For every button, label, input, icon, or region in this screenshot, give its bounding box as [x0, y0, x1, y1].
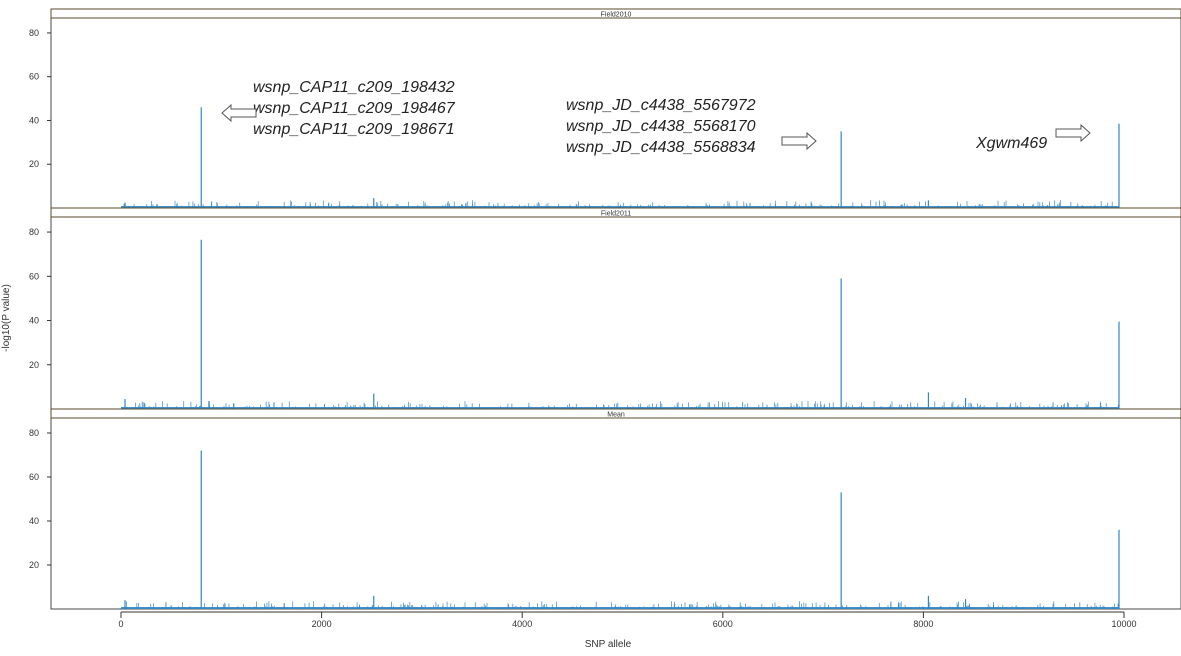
annotation-label: wsnp_CAP11_c209_198467: [253, 100, 456, 117]
x-axis-title: SNP allele: [585, 639, 632, 650]
annotation-label: wsnp_JD_c4438_5567972: [566, 97, 756, 114]
y-tick-label: 20: [29, 159, 39, 169]
y-tick-label: 40: [29, 316, 39, 326]
x-axis: 0 2000 4000 6000 8000 10000: [118, 612, 1136, 629]
panel-strip-label: Field2010: [601, 12, 632, 19]
x-tick-label: 2000: [312, 619, 332, 629]
annotation-label: wsnp_JD_c4438_5568834: [566, 139, 756, 156]
panel-field2011: Field2011 20 40 60 80: [29, 208, 1181, 409]
y-tick-label: 40: [29, 516, 39, 526]
y-tick-label: 60: [29, 472, 39, 482]
panel-mean: Mean 20 40 60 80: [29, 409, 1181, 609]
arrow-icon: [782, 133, 816, 149]
x-tick-label: 10000: [1111, 619, 1136, 629]
annotation-label: Xgwm469: [975, 135, 1047, 152]
y-tick-label: 80: [29, 227, 39, 237]
y-tick-label: 20: [29, 560, 39, 570]
panel-strip-label: Mean: [607, 412, 625, 419]
annotation-label: wsnp_CAP11_c209_198671: [253, 121, 455, 138]
peak-annotation: wsnp_JD_c4438_5567972 wsnp_JD_c4438_55681…: [566, 97, 816, 156]
arrow-icon: [1056, 125, 1090, 141]
noise-bars: [121, 401, 1119, 409]
noise-bars: [121, 601, 1119, 609]
peak-annotation: wsnp_CAP11_c209_198432 wsnp_CAP11_c209_19…: [222, 79, 456, 138]
y-axis: 20 40 60 80: [29, 28, 51, 169]
y-tick-label: 80: [29, 428, 39, 438]
y-axis-title: -log10(P value): [1, 284, 12, 352]
panel-strip-label: Field2011: [601, 211, 631, 218]
annotation-label: wsnp_JD_c4438_5568170: [566, 118, 756, 135]
x-tick-label: 8000: [913, 619, 933, 629]
y-tick-label: 60: [29, 72, 39, 82]
noise-bars: [121, 200, 1119, 208]
y-axis: 20 40 60 80: [29, 428, 51, 570]
x-tick-label: 6000: [713, 619, 733, 629]
plot-panels: Field201020406080wsnp_CAP11_c209_198432w…: [29, 9, 1181, 609]
panel-field2010: Field201020406080wsnp_CAP11_c209_198432w…: [29, 9, 1181, 208]
y-tick-label: 80: [29, 28, 39, 38]
annotation-label: wsnp_CAP11_c209_198432: [253, 79, 455, 96]
panel-frame: [51, 208, 1181, 409]
x-tick-label: 0: [118, 619, 123, 629]
y-axis: 20 40 60 80: [29, 227, 51, 370]
x-tick-label: 4000: [512, 619, 532, 629]
arrow-icon: [222, 105, 256, 121]
y-tick-label: 20: [29, 360, 39, 370]
baseline-band: [121, 607, 1119, 609]
peak-annotation: Xgwm469: [975, 125, 1090, 152]
y-tick-label: 40: [29, 115, 39, 125]
panel-frame: [51, 409, 1181, 609]
y-tick-label: 60: [29, 271, 39, 281]
